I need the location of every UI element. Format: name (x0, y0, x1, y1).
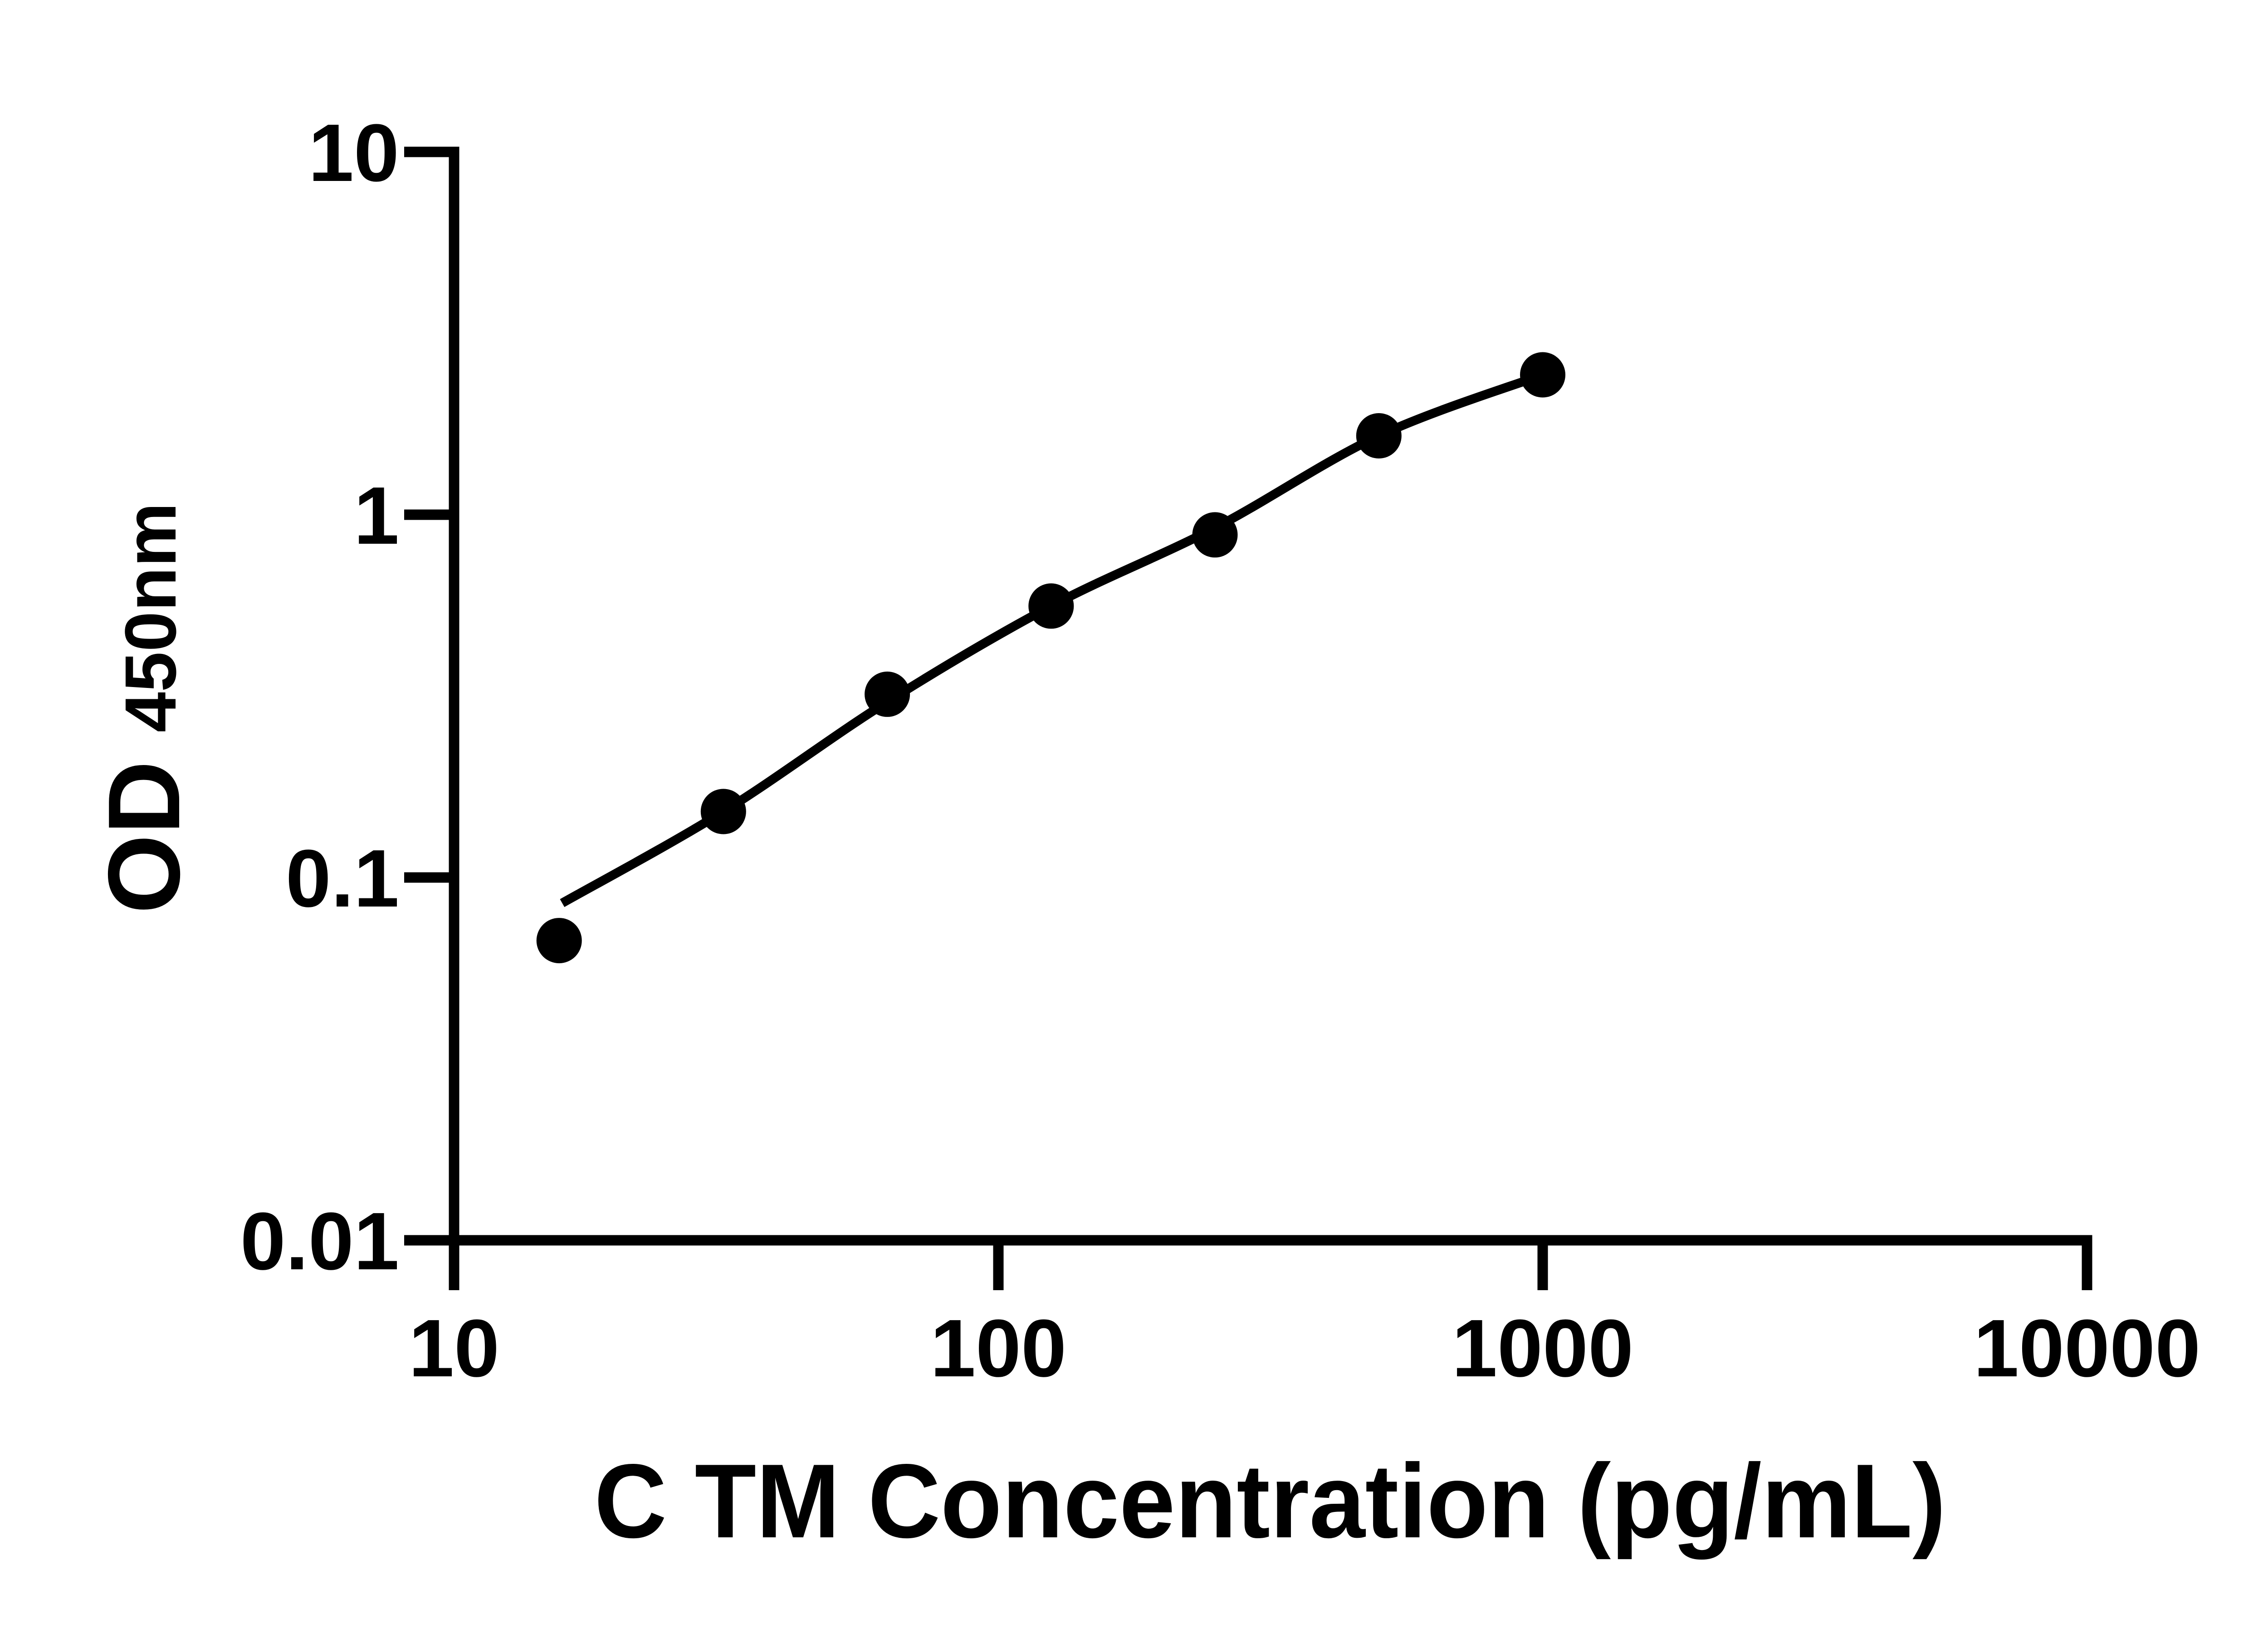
data-point-marker (865, 671, 910, 717)
x-tick-label-10000: 10000 (1974, 1303, 2201, 1394)
y-axis-title-main: OD (87, 761, 201, 914)
data-point-marker (700, 789, 746, 834)
y-tick-label-10: 10 (308, 107, 399, 199)
data-point-marker (1028, 583, 1074, 629)
y-tick-label-1: 1 (354, 470, 399, 561)
y-axis-title: OD 450nm (87, 502, 201, 914)
data-point-marker (1520, 352, 1565, 398)
data-point-marker (536, 918, 582, 964)
x-axis-title: C TM Concentration (pg/mL) (594, 1443, 1946, 1560)
x-tick-label-1000: 1000 (1452, 1303, 1633, 1394)
data-point-marker (1356, 413, 1402, 458)
data-point-marker (1192, 512, 1238, 558)
axes (404, 146, 2092, 1290)
y-tick-label-0.01: 0.01 (240, 1196, 399, 1287)
y-tick-label-0.1: 0.1 (286, 833, 399, 924)
x-tick-label-10: 10 (409, 1303, 499, 1394)
x-tick-label-100: 100 (930, 1303, 1066, 1394)
data-points (536, 352, 1565, 964)
y-axis-title-subscript: 450nm (110, 502, 191, 732)
